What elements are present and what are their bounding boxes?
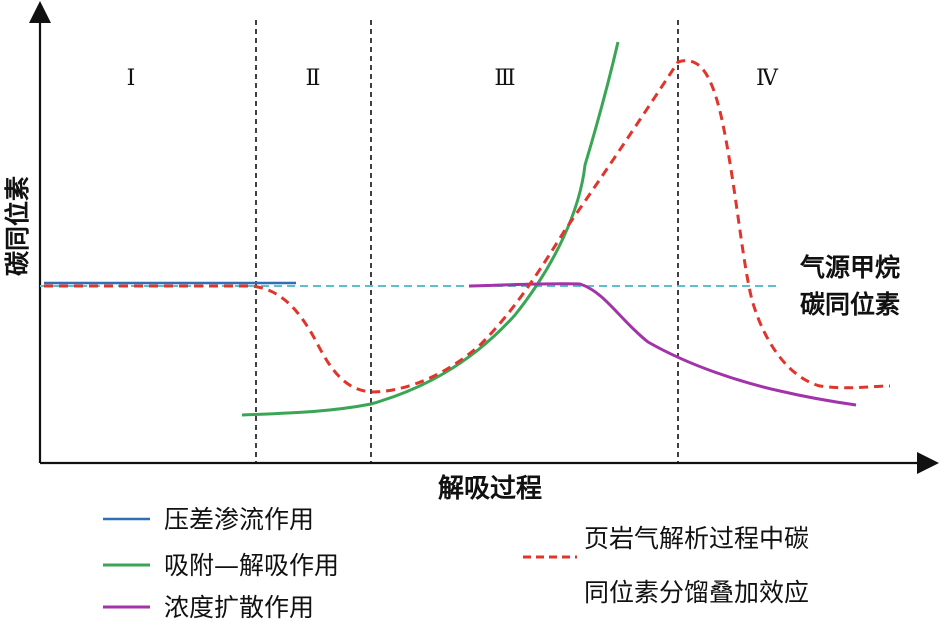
y-axis-label: 碳同位素 xyxy=(3,176,32,276)
stage-label-3: Ⅲ xyxy=(494,66,515,91)
series-line-diffusion xyxy=(468,282,857,407)
legend-label-superposition-line1: 页岩气解析过程中碳 xyxy=(584,524,809,553)
reference-label-line2: 碳同位素 xyxy=(800,290,900,319)
legend-label-pressure: 压差渗流作用 xyxy=(164,505,314,534)
legend: 压差渗流作用 吸附—解吸作用 浓度扩散作用 页岩气解析过程中碳 同位素分馏叠加效… xyxy=(103,505,809,622)
x-axis-label: 解吸过程 xyxy=(438,474,542,504)
legend-label-diffusion: 浓度扩散作用 xyxy=(164,593,314,622)
legend-label-superposition-line2: 同位素分馏叠加效应 xyxy=(584,578,809,607)
stage-label-1: Ⅰ xyxy=(127,66,136,91)
reference-label-line1: 气源甲烷 xyxy=(799,253,900,282)
series-line-adsorption xyxy=(241,41,620,417)
series-line-superposition xyxy=(44,59,891,394)
legend-label-adsorption: 吸附—解吸作用 xyxy=(164,551,339,580)
stage-label-2: Ⅱ xyxy=(306,66,321,91)
stage-label-4: Ⅳ xyxy=(756,66,779,91)
